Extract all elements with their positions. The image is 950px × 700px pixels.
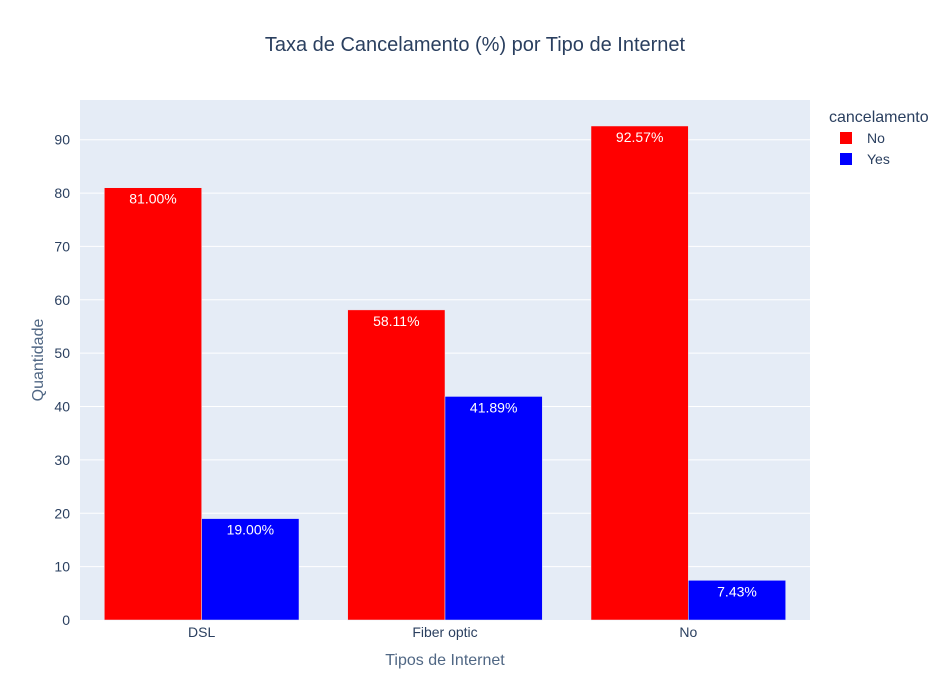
bar-data-label: 58.11% <box>373 313 419 329</box>
x-tick-label: DSL <box>188 624 215 640</box>
y-tick-label: 20 <box>54 505 70 521</box>
legend-label-no[interactable]: No <box>867 130 885 146</box>
x-axis-title: Tipos de Internet <box>385 652 505 669</box>
legend: cancelamento No Yes <box>829 109 929 167</box>
legend-label-yes[interactable]: Yes <box>867 151 890 167</box>
y-tick-label: 80 <box>54 185 70 201</box>
y-tick-label: 70 <box>54 238 70 254</box>
y-tick-label: 60 <box>54 292 70 308</box>
y-tick-label: 10 <box>54 559 70 575</box>
legend-swatch-no[interactable] <box>840 132 852 144</box>
legend-title: cancelamento <box>829 109 929 126</box>
bar-data-label: 7.43% <box>717 583 757 599</box>
y-tick-label: 0 <box>62 612 70 628</box>
y-axis-ticks: 0 10 20 30 40 50 60 70 80 90 <box>54 132 70 628</box>
y-axis-title: Quantidade <box>30 319 47 402</box>
bars <box>104 125 786 621</box>
x-tick-label: Fiber optic <box>412 624 477 640</box>
bar-labels: 81.00% 19.00% 58.11% 41.89% 92.57% 7.43% <box>129 129 757 599</box>
chart-title: Taxa de Cancelamento (%) por Tipo de Int… <box>265 34 686 56</box>
y-tick-label: 50 <box>54 345 70 361</box>
y-tick-label: 90 <box>54 132 70 148</box>
x-tick-label: No <box>679 624 697 640</box>
bar-data-label: 81.00% <box>129 191 176 207</box>
bar-data-label: 92.57% <box>616 129 663 145</box>
bar-data-label: 19.00% <box>227 522 274 538</box>
x-axis-ticks: DSL Fiber optic No <box>188 624 697 640</box>
bar-yes <box>444 396 543 621</box>
y-tick-label: 40 <box>54 399 70 415</box>
legend-swatch-yes[interactable] <box>840 153 852 165</box>
bar-no <box>347 309 446 621</box>
y-tick-label: 30 <box>54 452 70 468</box>
bar-yes <box>201 518 300 621</box>
bar-no <box>104 187 202 621</box>
bar-no <box>590 125 689 621</box>
bar-data-label: 41.89% <box>470 399 517 415</box>
bar-yes <box>688 580 786 621</box>
